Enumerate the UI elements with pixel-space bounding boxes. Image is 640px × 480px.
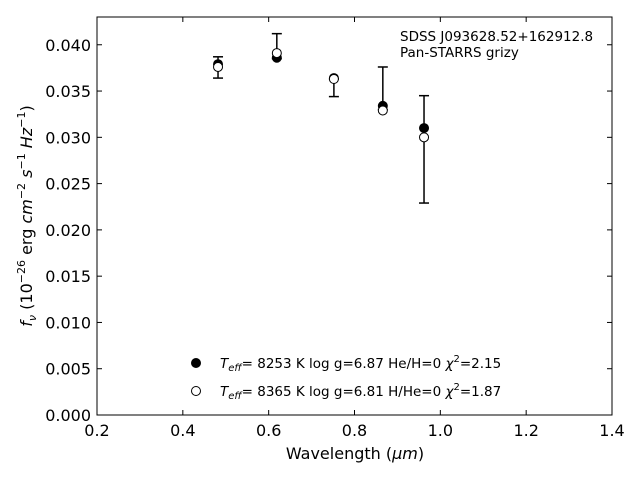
- y-axis-label: fν (10−26 erg cm−2 s−1 Hz−1): [15, 105, 39, 326]
- y-tick-label-4: 0.020: [45, 221, 91, 240]
- plot-frame: [96, 16, 613, 416]
- y-tick-label-8: 0.040: [45, 36, 91, 55]
- legend: Teff= 8253 K log g=6.87 He/H=0 χ2=2.15 T…: [191, 354, 501, 402]
- ticks-layer: 0.2 0.4 0.6 0.8 1.0 1.2 1.4 0.000 0.005 0.010 0.01…: [45, 17, 625, 440]
- y-tick-label-5: 0.025: [45, 175, 91, 194]
- legend-marker-open: [191, 386, 201, 396]
- x-tick-label-6: 1.4: [599, 421, 624, 440]
- observed-errorbar-4: [419, 94, 430, 204]
- x-tick-label-1: 0.4: [170, 421, 195, 440]
- x-tick-label-0: 0.2: [84, 421, 109, 440]
- model-open-point-4: [419, 132, 430, 143]
- x-axis-label: Wavelength (μm): [286, 444, 424, 463]
- annotation-line-2: Pan-STARRS grizy: [400, 45, 519, 61]
- x-tick-label-3: 0.8: [342, 421, 367, 440]
- legend-entry-1: Teff= 8253 K log g=6.87 He/H=0 χ2=2.15: [220, 354, 501, 374]
- points-layer: [213, 48, 430, 143]
- y-tick-label-7: 0.035: [45, 82, 91, 101]
- model-filled-point-4: [419, 123, 430, 134]
- model-open-point-2: [328, 74, 339, 85]
- y-tick-label-3: 0.015: [45, 267, 91, 286]
- y-tick-label-6: 0.030: [45, 128, 91, 147]
- model-open-point-1: [271, 48, 282, 59]
- model-open-point-0: [213, 61, 224, 72]
- legend-marker-filled: [191, 358, 201, 368]
- y-tick-label-0: 0.000: [45, 406, 91, 425]
- x-tick-label-2: 0.6: [256, 421, 281, 440]
- y-tick-label-2: 0.010: [45, 313, 91, 332]
- y-tick-label-1: 0.005: [45, 360, 91, 379]
- x-tick-label-5: 1.2: [513, 421, 538, 440]
- legend-entry-2: Teff= 8365 K log g=6.81 H/He=0 χ2=1.87: [220, 382, 501, 402]
- annotation-line-1: SDSS J093628.52+162912.8: [400, 29, 593, 45]
- model-open-point-3: [377, 105, 388, 116]
- x-tick-label-4: 1.0: [428, 421, 453, 440]
